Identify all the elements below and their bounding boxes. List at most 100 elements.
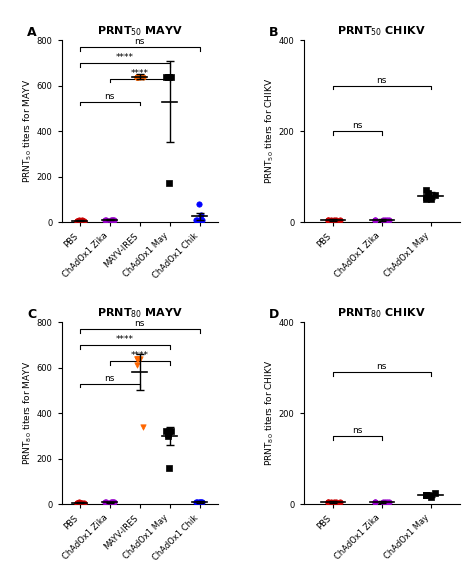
Point — [109, 215, 117, 225]
Text: ns: ns — [352, 426, 363, 435]
Point — [197, 211, 204, 220]
Title: PRNT$_{50}$ MAYV: PRNT$_{50}$ MAYV — [97, 25, 183, 38]
Point — [101, 215, 109, 225]
Point — [424, 490, 431, 500]
Point — [422, 195, 430, 204]
Point — [324, 497, 332, 507]
Point — [110, 215, 118, 225]
Point — [371, 215, 378, 225]
Point — [164, 429, 172, 438]
Point — [102, 215, 109, 225]
Point — [136, 354, 144, 363]
Point — [101, 498, 109, 507]
Point — [324, 497, 332, 507]
Text: ns: ns — [376, 362, 387, 371]
Point — [330, 215, 338, 225]
Point — [327, 215, 335, 225]
Point — [383, 497, 391, 507]
Point — [167, 72, 174, 81]
Point — [381, 215, 389, 225]
Point — [164, 72, 172, 81]
Point — [422, 490, 429, 500]
Title: PRNT$_{80}$ MAYV: PRNT$_{80}$ MAYV — [97, 307, 183, 320]
Point — [324, 215, 332, 225]
Text: ns: ns — [135, 37, 145, 46]
Point — [78, 498, 85, 507]
Point — [133, 72, 141, 81]
Point — [333, 215, 340, 225]
Point — [385, 215, 392, 225]
Point — [139, 422, 146, 431]
Point — [196, 215, 204, 225]
Point — [134, 72, 142, 81]
Point — [165, 463, 173, 472]
Text: ****: **** — [116, 53, 134, 62]
Point — [371, 497, 378, 507]
Point — [192, 215, 200, 225]
Point — [109, 498, 117, 507]
Point — [422, 186, 429, 195]
Point — [133, 354, 141, 363]
Point — [333, 497, 340, 507]
Y-axis label: PRNT$_{80}$ titers for MAYV: PRNT$_{80}$ titers for MAYV — [21, 361, 34, 465]
Point — [196, 497, 204, 507]
Y-axis label: PRNT$_{50}$ titers for CHIKV: PRNT$_{50}$ titers for CHIKV — [264, 78, 276, 185]
Point — [77, 499, 84, 508]
Text: ns: ns — [376, 76, 387, 85]
Title: PRNT$_{80}$ CHIKV: PRNT$_{80}$ CHIKV — [337, 307, 426, 320]
Point — [107, 498, 114, 507]
Text: ns: ns — [104, 374, 115, 383]
Point — [324, 215, 332, 225]
Point — [108, 498, 115, 507]
Point — [422, 490, 430, 500]
Point — [424, 188, 431, 197]
Point — [80, 499, 88, 508]
Point — [133, 72, 141, 81]
Point — [133, 361, 141, 370]
Text: ns: ns — [352, 121, 363, 130]
Point — [336, 215, 343, 225]
Point — [422, 490, 429, 500]
Point — [75, 498, 82, 507]
Point — [165, 427, 173, 436]
Point — [102, 498, 109, 507]
Point — [383, 215, 391, 225]
Y-axis label: PRNT$_{50}$ titers for MAYV: PRNT$_{50}$ titers for MAYV — [21, 79, 34, 183]
Text: A: A — [27, 26, 37, 38]
Point — [381, 497, 389, 507]
Point — [163, 72, 170, 81]
Text: D: D — [269, 308, 280, 321]
Point — [199, 497, 206, 507]
Point — [385, 497, 392, 507]
Point — [77, 216, 84, 225]
Point — [133, 72, 141, 81]
Point — [163, 427, 170, 436]
Point — [330, 497, 338, 507]
Point — [134, 354, 142, 363]
Point — [80, 217, 88, 226]
Point — [75, 215, 82, 225]
Point — [327, 497, 335, 507]
Point — [427, 195, 435, 204]
Point — [139, 72, 146, 81]
Point — [199, 215, 206, 225]
Point — [165, 179, 173, 188]
Text: ns: ns — [104, 92, 115, 101]
Point — [422, 193, 429, 202]
Point — [192, 497, 200, 507]
Point — [379, 215, 387, 225]
Point — [193, 497, 201, 507]
Point — [432, 190, 439, 199]
Point — [372, 215, 379, 225]
Point — [164, 431, 172, 441]
Point — [164, 72, 172, 81]
Point — [379, 497, 387, 507]
Point — [108, 215, 115, 225]
Text: ns: ns — [135, 319, 145, 328]
Point — [196, 199, 203, 209]
Point — [193, 215, 201, 225]
Point — [133, 354, 141, 363]
Point — [107, 215, 114, 225]
Point — [336, 497, 343, 507]
Text: ****: **** — [116, 335, 134, 344]
